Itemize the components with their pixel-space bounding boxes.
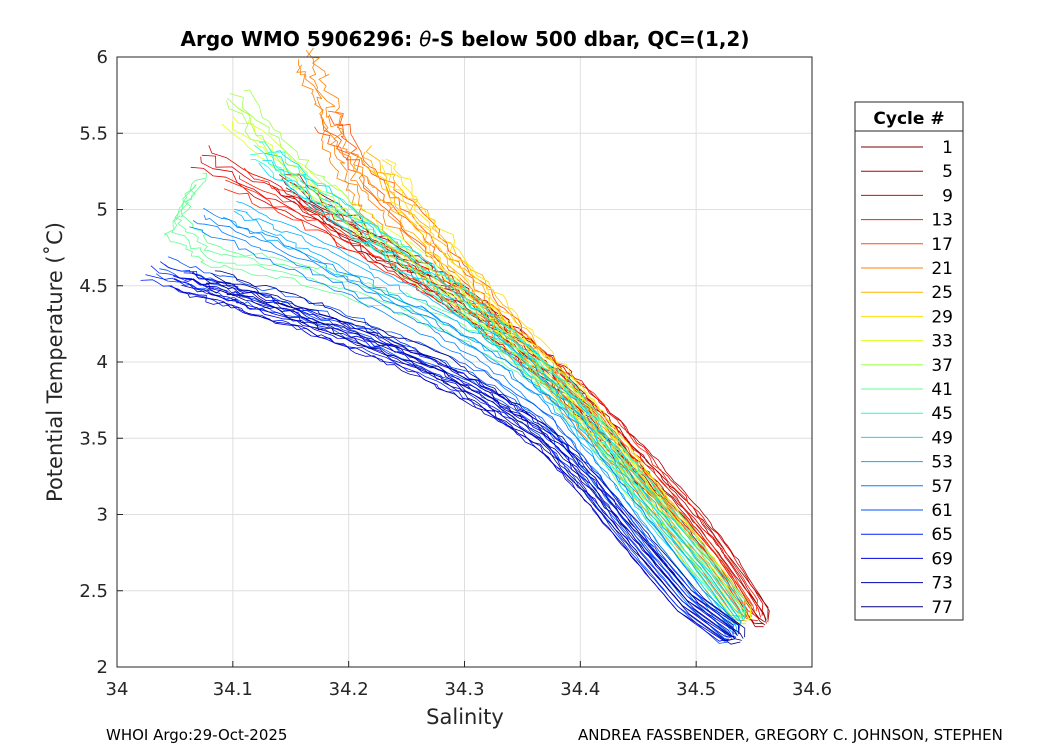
- series-line-41: [181, 172, 745, 616]
- x-tick-label: 34.4: [560, 679, 600, 700]
- x-tick-label: 34.3: [444, 679, 484, 700]
- y-axis-label: Potential Temperature (˚C): [43, 222, 67, 502]
- y-tick-label: 5.5: [79, 123, 108, 144]
- series-line-77: [211, 272, 744, 639]
- legend-label-57: 57: [931, 477, 953, 497]
- legend-label-29: 29: [931, 307, 953, 327]
- series-line-21: [305, 50, 744, 613]
- legend-label-25: 25: [931, 283, 953, 303]
- data-lines: [140, 47, 770, 645]
- series-line-49: [275, 150, 747, 619]
- legend-label-9: 9: [942, 186, 953, 206]
- footer-right: ANDREA FASSBENDER, GREGORY C. JOHNSON, S…: [578, 726, 1003, 744]
- series-77: [205, 270, 746, 645]
- series-line-29: [381, 159, 750, 621]
- series-line-25: [362, 151, 744, 621]
- series-line-37: [229, 93, 744, 621]
- series-line-77: [205, 282, 742, 641]
- series-line-73: [181, 284, 737, 638]
- series-line-41: [171, 184, 743, 620]
- chart-title: Argo WMO 5906296: θ-S below 500 dbar, QC…: [181, 27, 750, 51]
- legend-label-69: 69: [931, 549, 953, 569]
- series-line-77: [205, 284, 741, 645]
- series-line-53: [236, 201, 742, 632]
- series-line-45: [259, 141, 747, 612]
- series-line-73: [185, 279, 738, 636]
- series-line-45: [253, 144, 744, 613]
- legend-label-17: 17: [931, 235, 953, 255]
- legend-label-13: 13: [931, 211, 953, 231]
- legend-label-41: 41: [931, 380, 953, 400]
- y-tick-label: 3.5: [79, 428, 108, 449]
- legend-label-37: 37: [931, 356, 953, 376]
- legend-label-1: 1: [942, 138, 953, 158]
- series-line-37: [226, 100, 741, 625]
- series-line-21: [296, 64, 741, 617]
- footer-left: WHOI Argo:29-Oct-2025: [106, 726, 288, 744]
- legend-label-5: 5: [942, 162, 953, 182]
- x-tick-label: 34.2: [329, 679, 369, 700]
- legend-label-33: 33: [931, 332, 953, 352]
- tick-labels: 34 34.1 34.2 34.3 34.4 34.5 34.6 2 2.5 3 3.5 4 4.5 5 5…: [79, 47, 832, 700]
- y-tick-label: 6: [97, 47, 108, 68]
- series-line-53: [234, 209, 738, 633]
- series-line-45: [249, 152, 742, 615]
- x-tick-label: 34.5: [676, 679, 716, 700]
- series-73: [175, 273, 740, 642]
- series-line-53: [222, 216, 735, 638]
- legend-label-61: 61: [931, 501, 953, 521]
- series-line-25: [358, 155, 743, 623]
- y-tick-label: 5: [97, 200, 108, 221]
- series-line-57: [203, 207, 740, 635]
- y-tick-label: 4: [97, 352, 108, 373]
- x-tick-label: 34.1: [213, 679, 253, 700]
- series-line-61: [164, 264, 732, 639]
- y-tick-label: 2.5: [79, 581, 108, 602]
- legend-label-53: 53: [931, 453, 953, 473]
- series-line-21: [306, 47, 745, 612]
- y-tick-label: 2: [97, 657, 108, 678]
- x-axis-label: Salinity: [426, 705, 504, 729]
- legend-label-65: 65: [931, 525, 953, 545]
- series-line-69: [173, 275, 732, 636]
- legend-label-45: 45: [931, 404, 953, 424]
- y-tick-label: 4.5: [79, 276, 108, 297]
- legend-label-49: 49: [931, 428, 953, 448]
- series-line-57: [203, 214, 738, 636]
- legend-title: Cycle #: [873, 109, 944, 129]
- y-tick-label: 3: [97, 505, 108, 526]
- legend: Cycle # 1 5 9 13 17 21 25 29 33 37 41 45 49 53 57 61 65 6…: [854, 101, 964, 621]
- legend-label-77: 77: [931, 598, 953, 618]
- x-tick-label: 34.6: [792, 679, 832, 700]
- legend-box: [854, 101, 964, 621]
- series-line-17: [328, 110, 752, 616]
- x-tick-label: 34: [106, 679, 129, 700]
- legend-label-73: 73: [931, 574, 953, 594]
- series-line-73: [175, 288, 735, 642]
- legend-label-21: 21: [931, 259, 953, 279]
- series-line-77: [214, 270, 746, 638]
